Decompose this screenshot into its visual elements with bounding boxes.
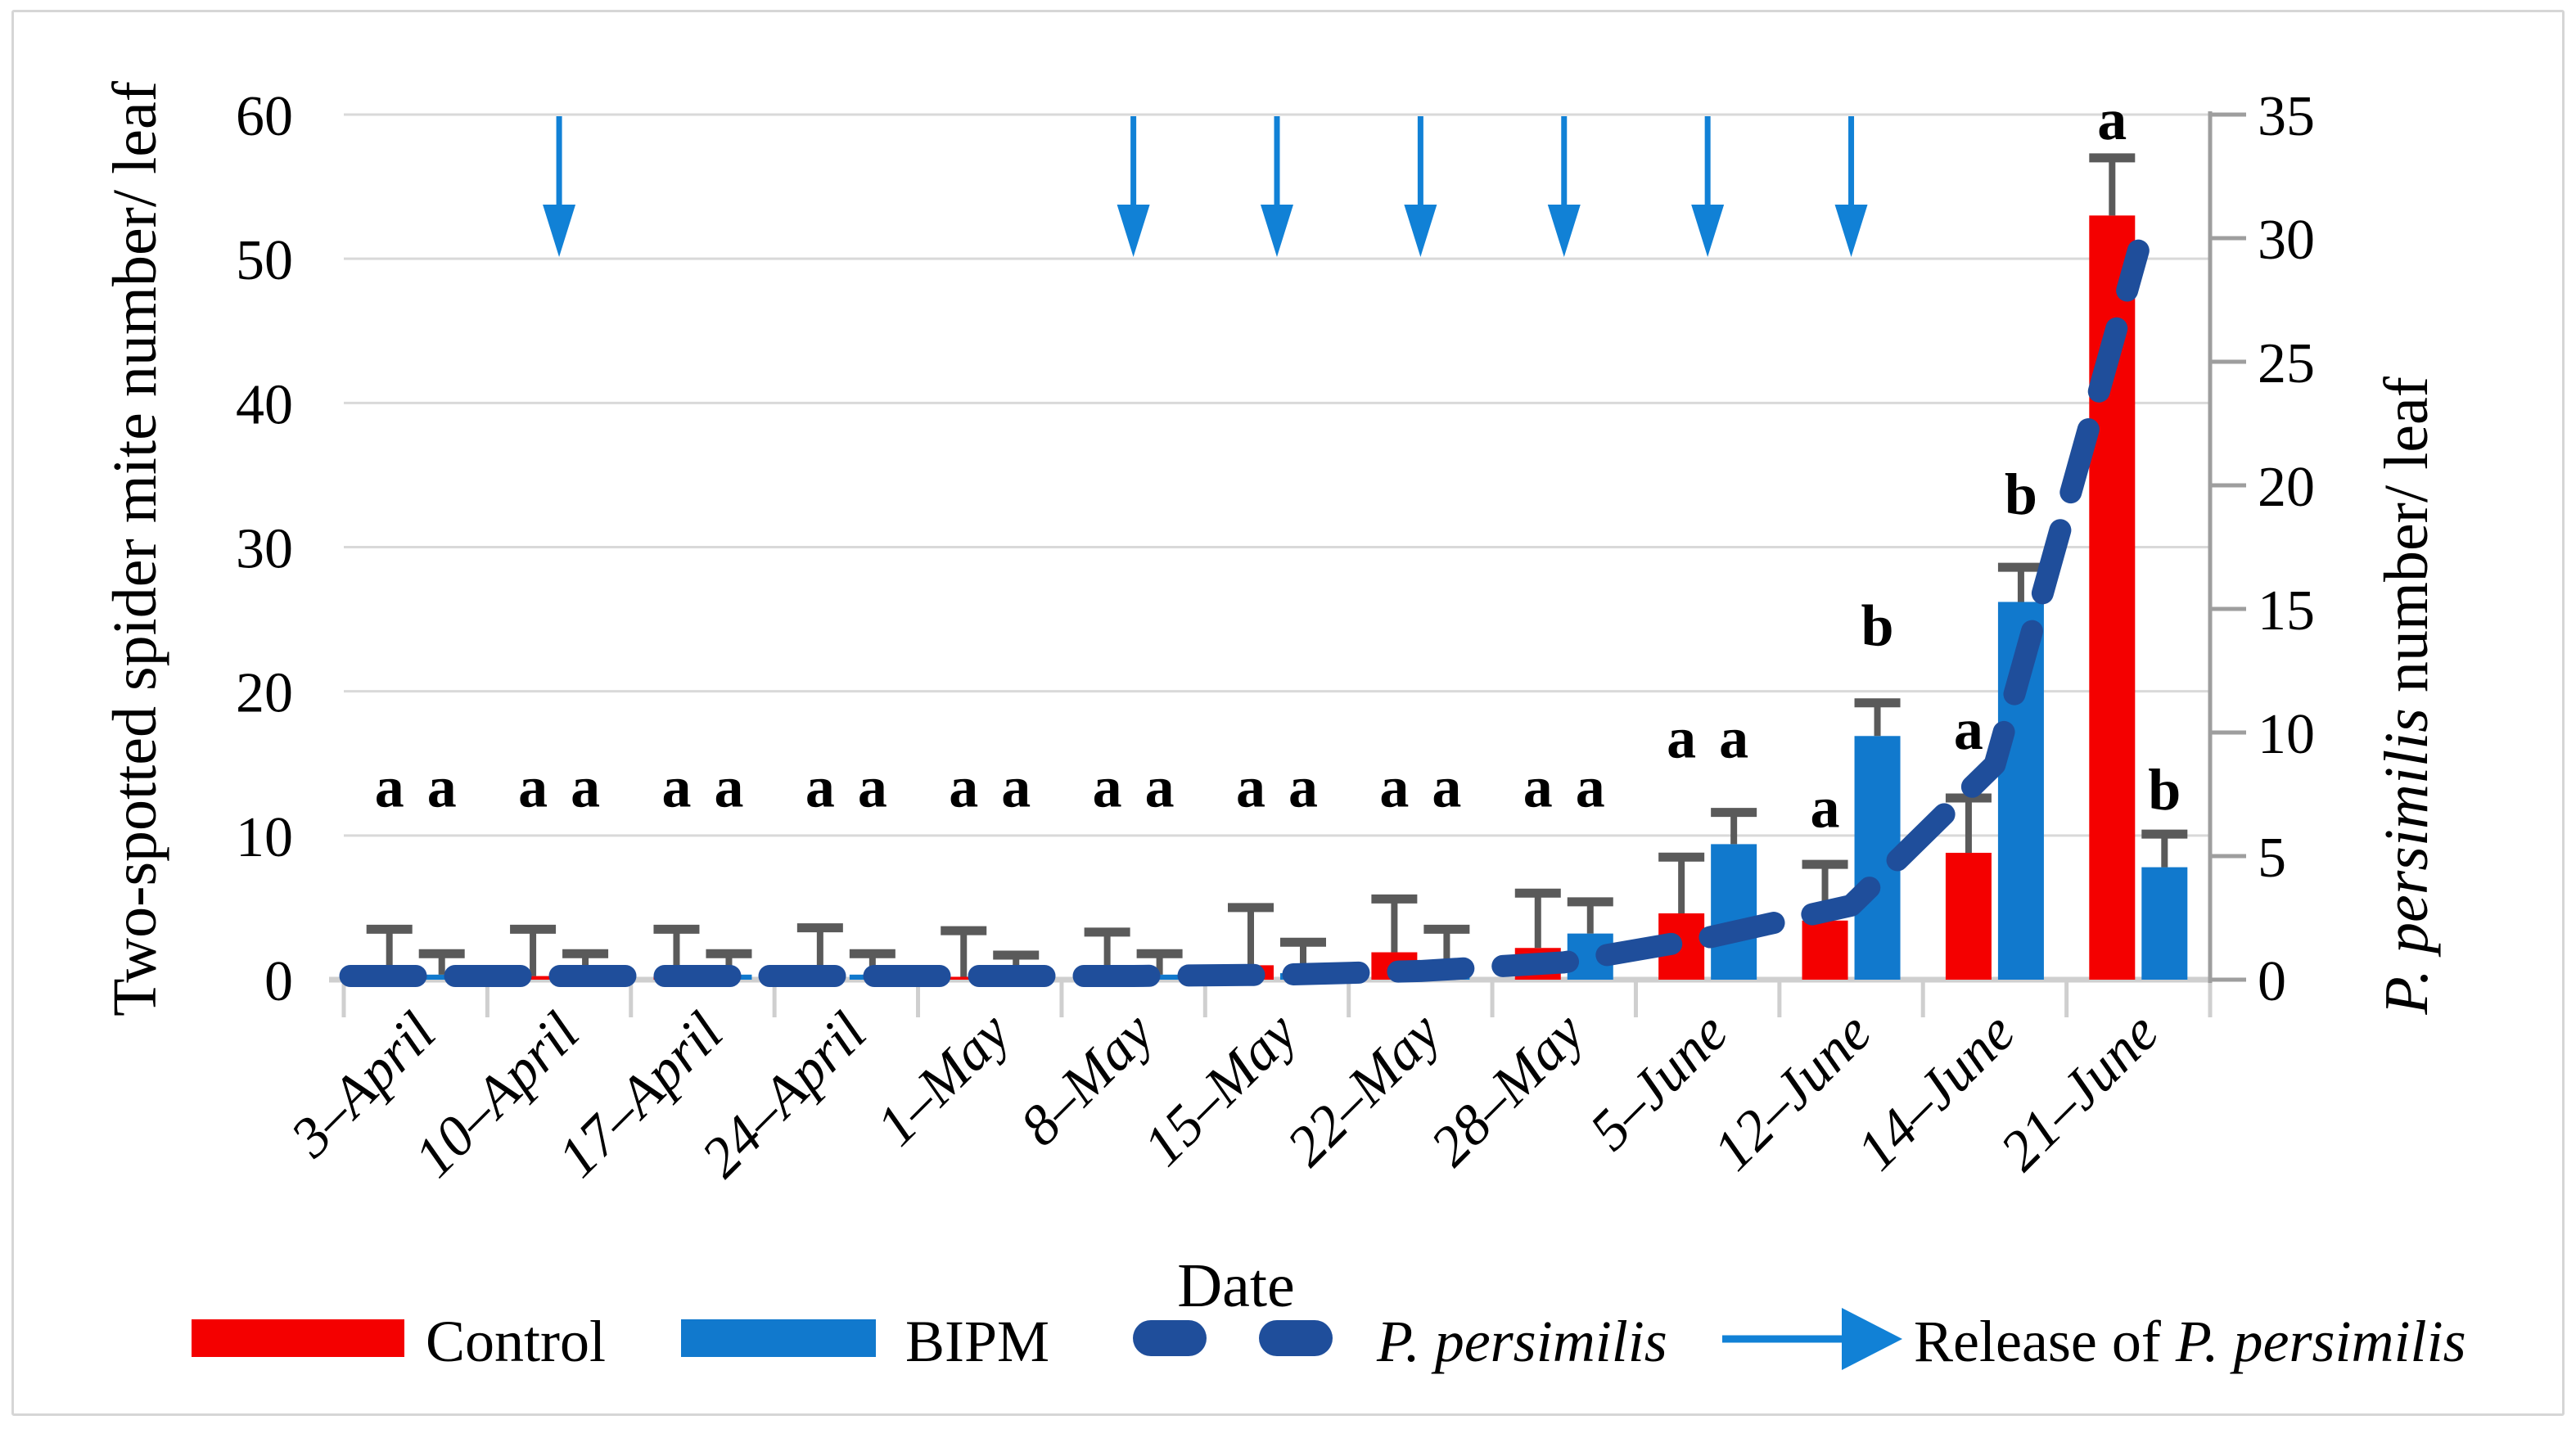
- release-arrow-icon: [1722, 1308, 1902, 1370]
- x-tick-label-8: 22–May: [1275, 1000, 1453, 1178]
- left-tick-label-60: 60: [236, 85, 293, 148]
- left-tick-label-50: 50: [236, 229, 293, 292]
- x-tick-label-12: 14–June: [1845, 1001, 2027, 1183]
- legend-label-bipm: BIPM: [905, 1309, 1050, 1374]
- legend-dash-icon: [1133, 1320, 1207, 1356]
- legend-label-release-species: P. persimilis: [2175, 1309, 2466, 1374]
- control-bar-11: [1802, 920, 1848, 980]
- bipm-sig-letter-7: a: [1288, 755, 1318, 820]
- x-tick-label-9: 28–May: [1419, 1000, 1596, 1178]
- bipm-sig-letter-5: a: [1001, 755, 1031, 820]
- right-tick-label-25: 25: [2258, 332, 2315, 395]
- control-sig-letter-4: a: [805, 755, 835, 820]
- right-tick-label-30: 30: [2258, 209, 2315, 272]
- left-axis-title: Two-spotted spider mite number/ leaf: [90, 81, 180, 1017]
- x-axis-title: Date: [1177, 1251, 1295, 1320]
- bipm-bar-1: [418, 974, 465, 980]
- bipm-sig-letter-6: a: [1145, 755, 1175, 820]
- right-axis-title-rest: number/ leaf: [2371, 376, 2441, 709]
- control-sig-letter-11: a: [1811, 774, 1840, 840]
- x-tick-label-5: 1–May: [865, 1000, 1023, 1158]
- release-arrowhead-icon: [1547, 205, 1581, 257]
- bipm-sig-letter-4: a: [858, 755, 887, 820]
- release-arrowhead-icon: [1691, 205, 1725, 257]
- right-axis-title: P. persimilis number/ leaf: [2357, 229, 2456, 1162]
- bipm-sig-letter-8: a: [1432, 755, 1461, 820]
- right-axis-title-species: P. persimilis: [2371, 708, 2441, 1015]
- control-sig-letter-10: a: [1667, 705, 1696, 771]
- bipm-bar-13: [2141, 867, 2188, 980]
- bipm-sig-letter-13: b: [2148, 757, 2181, 823]
- control-sig-letter-3: a: [661, 755, 691, 820]
- legend-label-control: Control: [426, 1309, 607, 1374]
- bipm-sig-letter-9: a: [1576, 755, 1605, 820]
- control-sig-letter-13: a: [2097, 87, 2127, 152]
- x-tick-label-7: 15–May: [1132, 1000, 1310, 1178]
- release-arrowhead-icon: [1404, 205, 1437, 257]
- left-tick-label-10: 10: [236, 806, 293, 869]
- persimilis-line: [339, 239, 2150, 987]
- legend-label-release: Release of P. persimilis: [1914, 1308, 2466, 1376]
- bipm-sig-letter-1: a: [427, 755, 457, 820]
- bipm-sig-letter-3: a: [714, 755, 743, 820]
- bipm-sig-letter-2: a: [571, 755, 600, 820]
- legend-label-release-prefix: Release of: [1914, 1309, 2176, 1374]
- control-bar-2: [510, 976, 557, 980]
- legend-swatch-control: [192, 1319, 404, 1357]
- release-arrowhead-icon: [1261, 205, 1293, 257]
- control-sig-letter-6: a: [1093, 755, 1122, 820]
- left-tick-label-20: 20: [236, 662, 293, 725]
- bipm-bar-10: [1711, 844, 1757, 980]
- bipm-sig-letter-12: b: [2005, 462, 2037, 527]
- control-sig-letter-7: a: [1236, 755, 1265, 820]
- left-tick-label-30: 30: [236, 518, 293, 581]
- control-bar-5: [941, 976, 987, 980]
- right-tick-label-5: 5: [2258, 827, 2286, 890]
- release-arrowhead-icon: [1117, 205, 1150, 257]
- left-tick-label-0: 0: [264, 950, 293, 1013]
- legend-dash-icon: [1259, 1320, 1333, 1356]
- release-arrowhead-icon: [543, 205, 576, 257]
- legend-label-persimilis: P. persimilis: [1377, 1309, 1667, 1374]
- bipm-sig-letter-10: a: [1719, 705, 1748, 771]
- control-sig-letter-2: a: [518, 755, 548, 820]
- legend-swatch-bipm: [681, 1319, 876, 1357]
- right-tick-label-35: 35: [2258, 85, 2315, 148]
- release-arrowhead-icon: [1834, 205, 1868, 257]
- control-bar-12: [1945, 852, 1992, 980]
- right-axis-title-text: P. persimilis number/ leaf: [2371, 376, 2443, 1015]
- right-tick-label-20: 20: [2258, 456, 2315, 519]
- control-sig-letter-9: a: [1523, 755, 1553, 820]
- right-tick-label-15: 15: [2258, 579, 2315, 642]
- right-tick-label-0: 0: [2258, 950, 2286, 1013]
- x-tick-label-11: 12–June: [1702, 1001, 1884, 1183]
- control-sig-letter-12: a: [1954, 696, 1983, 762]
- left-axis-title-text: Two-spotted spider mite number/ leaf: [100, 80, 169, 1017]
- control-sig-letter-8: a: [1379, 755, 1409, 820]
- left-tick-label-40: 40: [236, 373, 293, 436]
- right-tick-label-10: 10: [2258, 703, 2315, 766]
- x-tick-label-13: 21–June: [1988, 1001, 2170, 1183]
- control-sig-letter-1: a: [375, 755, 404, 820]
- control-sig-letter-5: a: [949, 755, 978, 820]
- bipm-sig-letter-11: b: [1861, 593, 1894, 658]
